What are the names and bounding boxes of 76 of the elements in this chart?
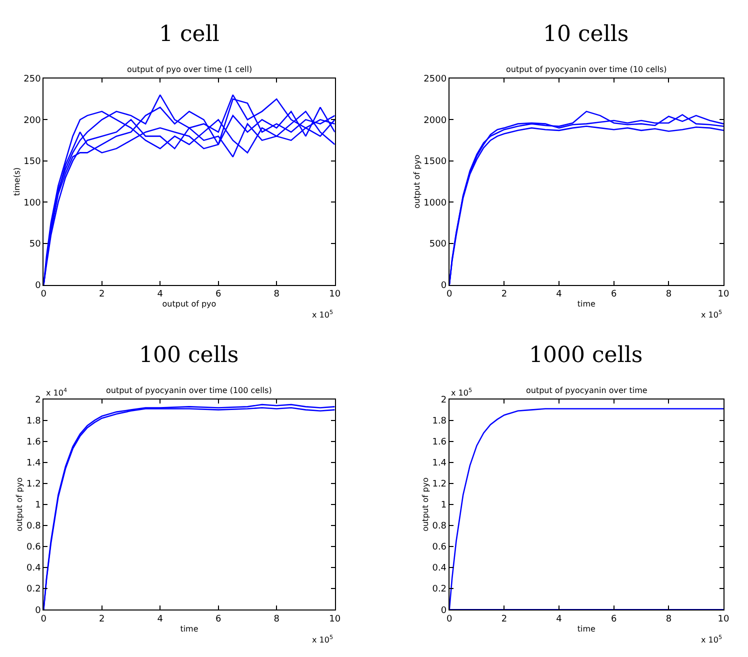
y-tick-label: 1.8 [26, 416, 42, 426]
x-tick-label: 8 [666, 290, 672, 300]
x-axis-title: time [180, 624, 198, 634]
x-tick-label: 2 [501, 614, 508, 624]
y-tick-label: 1000 [424, 198, 447, 208]
x-tick-label: 8 [274, 290, 280, 300]
y-tick-label: 1.4 [432, 458, 447, 469]
y-tick-label: 250 [24, 74, 42, 85]
chart-title: 100 cells [139, 343, 239, 368]
y-tick-label: 50 [29, 240, 42, 250]
y-tick-label: 0.8 [26, 522, 42, 532]
y-tick-label: 0.2 [432, 584, 447, 595]
y-tick-label: 0.8 [432, 522, 447, 532]
y-tick-label: 0 [35, 606, 42, 616]
x-tick-label: 6 [610, 290, 617, 300]
y-axis-title: time(s) [12, 167, 22, 196]
y-tick-label: 2000 [424, 116, 447, 126]
y-axis-title: output of pyo [420, 477, 430, 532]
y-tick-label: 0.6 [432, 542, 447, 553]
y-tick-label: 0.6 [26, 542, 42, 553]
chart-title: 10 cells [543, 22, 629, 47]
x-tick-label: 8 [666, 614, 672, 624]
x-tick-label: 8 [274, 614, 280, 624]
x-tick-label: 2 [99, 290, 105, 300]
x-axis-title: output of pyo [162, 300, 216, 309]
x-tick-label: 6 [215, 290, 222, 300]
x-tick-label: 10 [718, 614, 730, 624]
chart-subtitle: output of pyocyanin over time [526, 386, 648, 395]
x-axis-title: time [577, 300, 596, 309]
text: x 10$^{4}$ [46, 387, 68, 398]
x-tick-label: 6 [215, 614, 222, 624]
y-axis-title: output of pyo [412, 154, 422, 209]
y-tick-label: 1.4 [26, 458, 42, 469]
x-tick-label: 4 [157, 614, 164, 624]
y-axis-title: output of pyo [15, 477, 24, 532]
x-tick-label: 4 [157, 290, 164, 300]
x-tick-label: 4 [556, 290, 562, 300]
y-tick-label: 1.2 [432, 480, 447, 490]
y-tick-label: 100 [24, 198, 42, 208]
text: x 10$^{5}$ [701, 634, 722, 644]
chart-subtitle: output of pyocyanin over time (10 cells) [506, 65, 667, 74]
chart-subtitle: output of pyocyanin over time (100 cells) [106, 386, 272, 395]
x-tick-label: 10 [329, 614, 341, 624]
x-tick-label: 2 [501, 290, 508, 300]
y-tick-label: 0.2 [26, 584, 41, 595]
y-tick-label: 2 [440, 395, 447, 406]
y-tick-label: 2 [35, 395, 41, 406]
y-tick-label: 1.2 [26, 480, 41, 490]
y-tick-label: 2500 [424, 74, 447, 85]
y-tick-label: 1 [35, 500, 41, 511]
text: x 10$^{5}$ [312, 634, 334, 644]
y-tick-label: 200 [24, 116, 42, 126]
y-tick-label: 0.4 [432, 564, 447, 574]
chart-subtitle: output of pyo over time (1 cell) [127, 65, 252, 74]
y-tick-label: 0 [440, 280, 447, 291]
y-tick-label: 0.4 [26, 564, 42, 574]
x-tick-label: 10 [329, 290, 341, 300]
y-tick-label: 150 [24, 157, 42, 168]
text: x 10$^{5}$ [701, 309, 722, 320]
y-tick-label: 1.6 [26, 438, 42, 448]
y-tick-label: 1.6 [432, 438, 447, 448]
y-tick-label: 1 [440, 500, 447, 511]
chart-title: 1000 cells [529, 343, 643, 368]
y-tick-label: 1500 [424, 157, 447, 168]
y-tick-label: 0 [35, 280, 42, 291]
x-axis-title: time [577, 624, 596, 634]
y-tick-label: 500 [429, 240, 447, 250]
y-tick-label: 0 [440, 606, 447, 616]
x-tick-label: 6 [610, 614, 617, 624]
chart-title: 1 cell [159, 22, 220, 47]
text: x 10$^{5}$ [451, 387, 472, 398]
x-tick-label: 4 [556, 614, 562, 624]
x-tick-label: 2 [99, 614, 105, 624]
y-tick-label: 1.8 [432, 416, 447, 426]
x-tick-label: 10 [718, 290, 730, 300]
text: x 10$^{5}$ [312, 309, 334, 320]
